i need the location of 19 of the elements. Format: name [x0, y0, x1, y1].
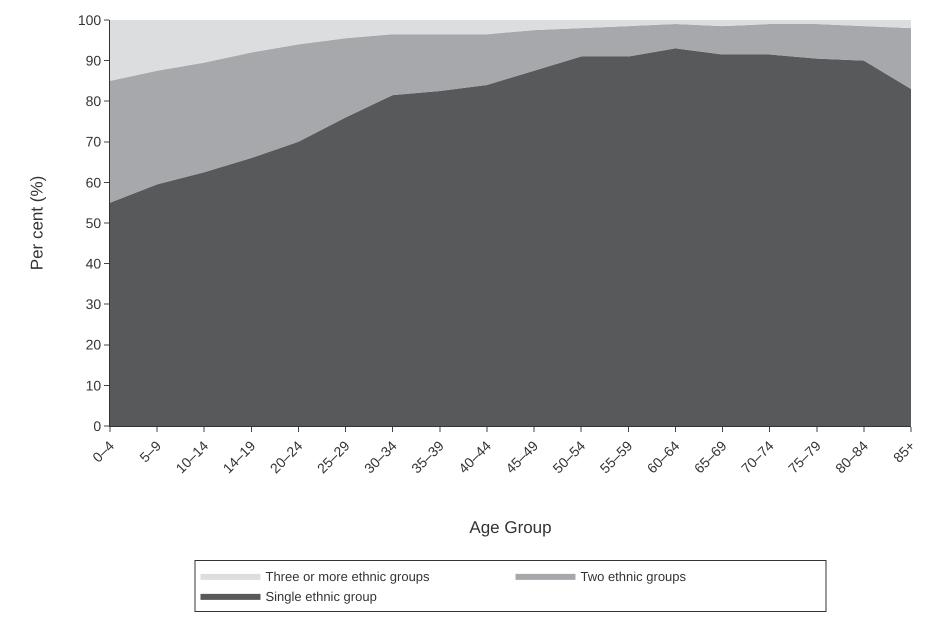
- y-tick-label: 20: [86, 336, 102, 353]
- y-tick-label: 30: [86, 296, 102, 312]
- legend-label: Single ethnic group: [266, 588, 377, 604]
- y-axis-title: Per cent (%): [27, 176, 46, 270]
- y-tick-label: 0: [93, 418, 102, 434]
- x-axis-title: Age Group: [469, 518, 552, 537]
- x-tick-label: 0–4: [89, 437, 118, 466]
- y-tick-label: 50: [86, 214, 102, 231]
- y-tick-label: 10: [86, 377, 102, 394]
- legend-label: Two ethnic groups: [580, 569, 687, 584]
- y-tick-label: 100: [78, 12, 102, 28]
- x-tick-label: 5–9: [136, 437, 164, 466]
- y-tick-label: 60: [86, 174, 102, 190]
- y-tick-label: 80: [86, 93, 102, 110]
- x-tick-label: 85+: [890, 438, 918, 466]
- y-tick-label: 40: [86, 256, 102, 272]
- y-tick-label: 90: [86, 52, 102, 68]
- legend-label: Three or more ethnic groups: [266, 569, 430, 584]
- y-tick-label: 70: [86, 134, 102, 150]
